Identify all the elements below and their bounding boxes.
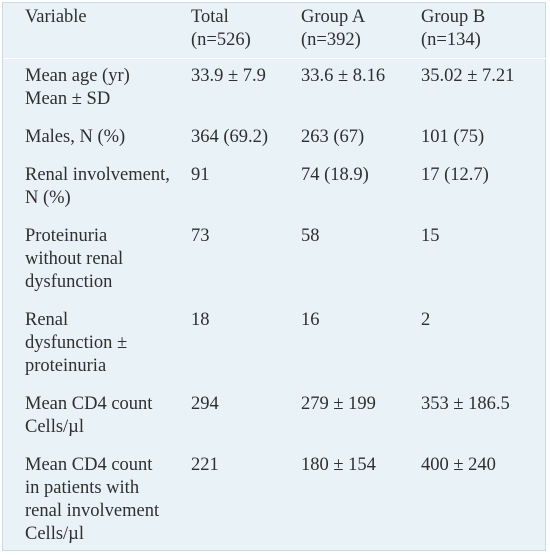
cell-group-a: 33.6 ± 8.16 [301,66,386,86]
header-group-a-line2: (n=392) [301,30,361,50]
table-row: Mean CD4 count Cells/µl 294 279 ± 199 35… [3,386,547,447]
cell-group-b: 35.02 ± 7.21 [421,66,515,86]
cell-total: 91 [191,165,210,185]
cell-group-b: 400 ± 240 [421,455,496,475]
cell-total: 294 [191,394,219,414]
cell-group-b: 2 [421,310,431,330]
cell-group-a: 263 (67) [301,127,365,147]
row-variable-line: Cells/µl [25,417,84,437]
row-variable-line: Mean ± SD [25,89,111,109]
table-row: Proteinuria without renal dysfunction 73… [3,218,547,302]
row-variable: Mean CD4 count in patients with renal in… [3,447,187,554]
cell-group-a: 74 (18.9) [301,165,369,185]
cell-group-a: 16 [301,310,320,330]
row-variable-line: Mean age (yr) [25,66,130,86]
row-variable: Renal involvement, N (%) [3,157,187,218]
header-total: Total (n=526) [187,3,297,59]
row-variable-line: Mean CD4 count [25,455,153,475]
row-variable-line: Mean CD4 count [25,394,153,414]
table-row: Males, N (%) 364 (69.2) 263 (67) 101 (75… [3,119,547,157]
cell-total: 73 [191,226,210,246]
header-variable: Variable [3,3,187,59]
cell-total: 221 [191,455,219,475]
row-variable-line: Cells/µl [25,524,84,544]
cell-group-a: 58 [301,226,320,246]
row-variable: Renal dysfunction ± proteinuria [3,302,187,386]
header-group-b-line2: (n=134) [421,30,481,50]
row-variable-line: Renal involvement, [25,165,170,185]
row-variable-line: Males, N (%) [25,127,126,147]
header-total-line2: (n=526) [191,30,251,50]
header-group-a: Group A (n=392) [297,3,417,59]
cell-group-b: 353 ± 186.5 [421,394,510,414]
cell-group-b: 15 [421,226,440,246]
table-row: Mean age (yr) Mean ± SD 33.9 ± 7.9 33.6 … [3,59,547,120]
row-variable: Mean age (yr) Mean ± SD [3,59,187,120]
row-variable-line: dysfunction ± [25,333,128,353]
cell-group-a: 180 ± 154 [301,455,376,475]
row-variable: Males, N (%) [3,119,187,157]
data-table: Variable Total (n=526) Group A (n=392) G… [3,3,547,554]
row-variable-line: proteinuria [25,356,107,376]
table-row: Renal involvement, N (%) 91 74 (18.9) 17… [3,157,547,218]
cell-total: 18 [191,310,210,330]
cell-group-b: 17 (12.7) [421,165,489,185]
header-group-a-line1: Group A [301,7,366,27]
row-variable-line: without renal [25,249,124,269]
header-group-b-line1: Group B [421,7,486,27]
row-variable-line: Renal [25,310,69,330]
row-variable-line: Proteinuria [25,226,108,246]
row-variable-line: renal involvement [25,501,160,521]
cell-total: 364 (69.2) [191,127,269,147]
row-variable: Mean CD4 count Cells/µl [3,386,187,447]
header-group-b: Group B (n=134) [417,3,547,59]
row-variable-line: in patients with [25,478,140,498]
cell-total: 33.9 ± 7.9 [191,66,266,86]
header-variable-line1: Variable [25,7,87,27]
row-variable-line: dysfunction [25,272,113,292]
header-row: Variable Total (n=526) Group A (n=392) G… [3,3,547,59]
table-row: Mean CD4 count in patients with renal in… [3,447,547,554]
cell-group-a: 279 ± 199 [301,394,376,414]
row-variable: Proteinuria without renal dysfunction [3,218,187,302]
table-row: Renal dysfunction ± proteinuria 18 16 2 [3,302,547,386]
header-total-line1: Total [191,7,229,27]
cell-group-b: 101 (75) [421,127,485,147]
row-variable-line: N (%) [25,188,71,208]
